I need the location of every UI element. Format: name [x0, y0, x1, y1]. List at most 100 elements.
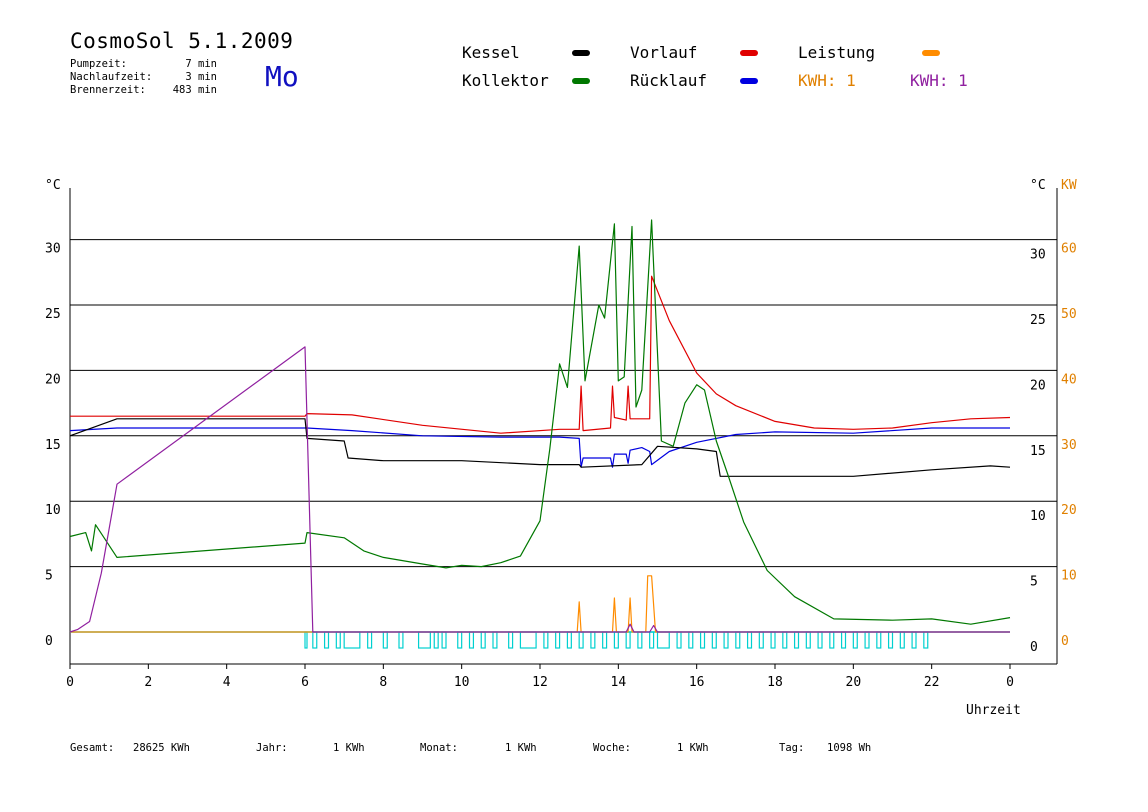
pump-interval	[312, 631, 318, 649]
y-tick-label-left: 15	[45, 438, 61, 453]
footer-jahr-label: Jahr:	[256, 742, 288, 754]
pump-interval	[578, 631, 584, 649]
y-tick-label-left: 5	[45, 569, 53, 584]
x-tick-label: 10	[454, 675, 470, 690]
app-title: CosmoSol 5.1.2009	[70, 29, 294, 53]
footer-tag-label: Tag:	[779, 742, 805, 754]
chart-grid	[70, 239, 1057, 568]
footer-woche-label: Woche:	[593, 742, 631, 754]
legend-vorlauf-swatch	[740, 50, 758, 56]
y-tick-label-left: 0	[45, 634, 53, 649]
x-tick-label: 16	[689, 675, 705, 690]
pump-interval	[864, 631, 870, 649]
pump-interval	[676, 631, 682, 649]
footer-gesamt-label: Gesamt:	[70, 742, 115, 754]
chart-series	[69, 219, 1011, 633]
x-axis-label: Uhrzeit	[966, 703, 1021, 718]
x-tick-label: 18	[767, 675, 783, 690]
y-tick-label-right: 20	[1030, 378, 1046, 393]
pump-interval	[923, 631, 929, 649]
weekday-label: Mo	[265, 60, 299, 93]
pump-interval	[829, 631, 835, 649]
series-line-vorlauf	[70, 275, 1011, 434]
series-line-leistung	[70, 575, 1010, 633]
pump-time-label: Pumpzeit:	[70, 58, 127, 70]
footer-tag-value: 1098 Wh	[827, 742, 872, 754]
pump-interval	[911, 631, 917, 649]
pump-interval	[468, 631, 475, 649]
y-axis-power-unit: KW	[1061, 178, 1077, 193]
x-tick-label: 6	[301, 675, 309, 690]
legend-kollektor-swatch	[572, 78, 590, 84]
legend-kollektor-label: Kollektor	[462, 71, 549, 90]
pump-interval	[782, 631, 788, 649]
legend-leistung-swatch	[922, 50, 940, 56]
pump-interval	[613, 631, 619, 649]
pump-interval	[649, 631, 655, 649]
y-tick-label-left: 30	[45, 242, 61, 257]
pump-interval	[793, 631, 800, 649]
series-line-kwh_purple	[69, 346, 1010, 633]
series-line-kessel	[69, 418, 1011, 477]
pump-interval	[735, 631, 741, 649]
pump-interval	[637, 631, 643, 649]
y-tick-label-right: 15	[1030, 444, 1046, 459]
pump-interval	[433, 631, 439, 649]
pump-interval	[519, 631, 537, 649]
pump-interval	[417, 631, 431, 649]
y-tick-label-power: 20	[1061, 503, 1077, 518]
pump-interval	[625, 631, 631, 649]
pump-interval	[382, 631, 388, 649]
x-tick-label: 12	[532, 675, 548, 690]
legend-vorlauf-label: Vorlauf	[630, 43, 698, 62]
pump-interval	[656, 631, 670, 649]
pump-interval	[758, 631, 764, 649]
legend-ruecklauf-label: Rücklauf	[630, 71, 708, 90]
legend-kessel-swatch	[572, 50, 590, 56]
x-tick-label: 20	[846, 675, 862, 690]
pump-interval	[852, 631, 858, 649]
legend-leistung-label: Leistung	[798, 43, 876, 62]
pump-interval	[688, 631, 694, 649]
footer-jahr-value: 1 KWh	[333, 742, 365, 754]
x-tick-label: 14	[611, 675, 627, 690]
pump-interval	[566, 631, 572, 649]
pump-interval	[480, 631, 486, 649]
pump-interval	[457, 631, 463, 649]
y-tick-label-power: 30	[1061, 438, 1077, 453]
pump-interval	[304, 631, 308, 649]
y-tick-label-power: 60	[1061, 242, 1077, 257]
footer-monat-label: Monat:	[420, 742, 458, 754]
y-tick-label-power: 40	[1061, 372, 1077, 387]
y-axis-left-unit: °C	[45, 178, 61, 193]
legend-ruecklauf-swatch	[740, 78, 758, 84]
pump-interval	[723, 631, 729, 649]
y-tick-label-power: 10	[1061, 569, 1077, 584]
pump-interval	[555, 631, 561, 649]
pump-interval	[543, 631, 549, 649]
y-tick-label-right: 5	[1030, 575, 1038, 590]
y-tick-label-right: 0	[1030, 640, 1038, 655]
pump-interval	[323, 631, 330, 649]
y-tick-label-right: 10	[1030, 509, 1046, 524]
series-line-kollektor	[69, 219, 1011, 625]
pump-interval	[699, 631, 706, 649]
footer-gesamt-value: 28625 KWh	[133, 742, 190, 754]
y-tick-label-right: 30	[1030, 248, 1046, 263]
pump-interval	[508, 631, 514, 649]
footer-woche-value: 1 KWh	[677, 742, 709, 754]
series-line-ruecklauf	[69, 427, 1010, 468]
brenner-time-value: 483 min	[172, 84, 217, 96]
x-tick-label: 4	[223, 675, 231, 690]
chart-axes	[69, 188, 1058, 665]
y-axis-right-unit: °C	[1030, 178, 1046, 193]
pump-interval	[805, 631, 811, 649]
y-tick-label-power: 50	[1061, 307, 1077, 322]
y-tick-label-left: 25	[45, 307, 61, 322]
pump-interval	[746, 631, 753, 649]
pump-interval	[876, 631, 882, 649]
pump-interval	[367, 631, 373, 649]
x-tick-label: 22	[924, 675, 940, 690]
